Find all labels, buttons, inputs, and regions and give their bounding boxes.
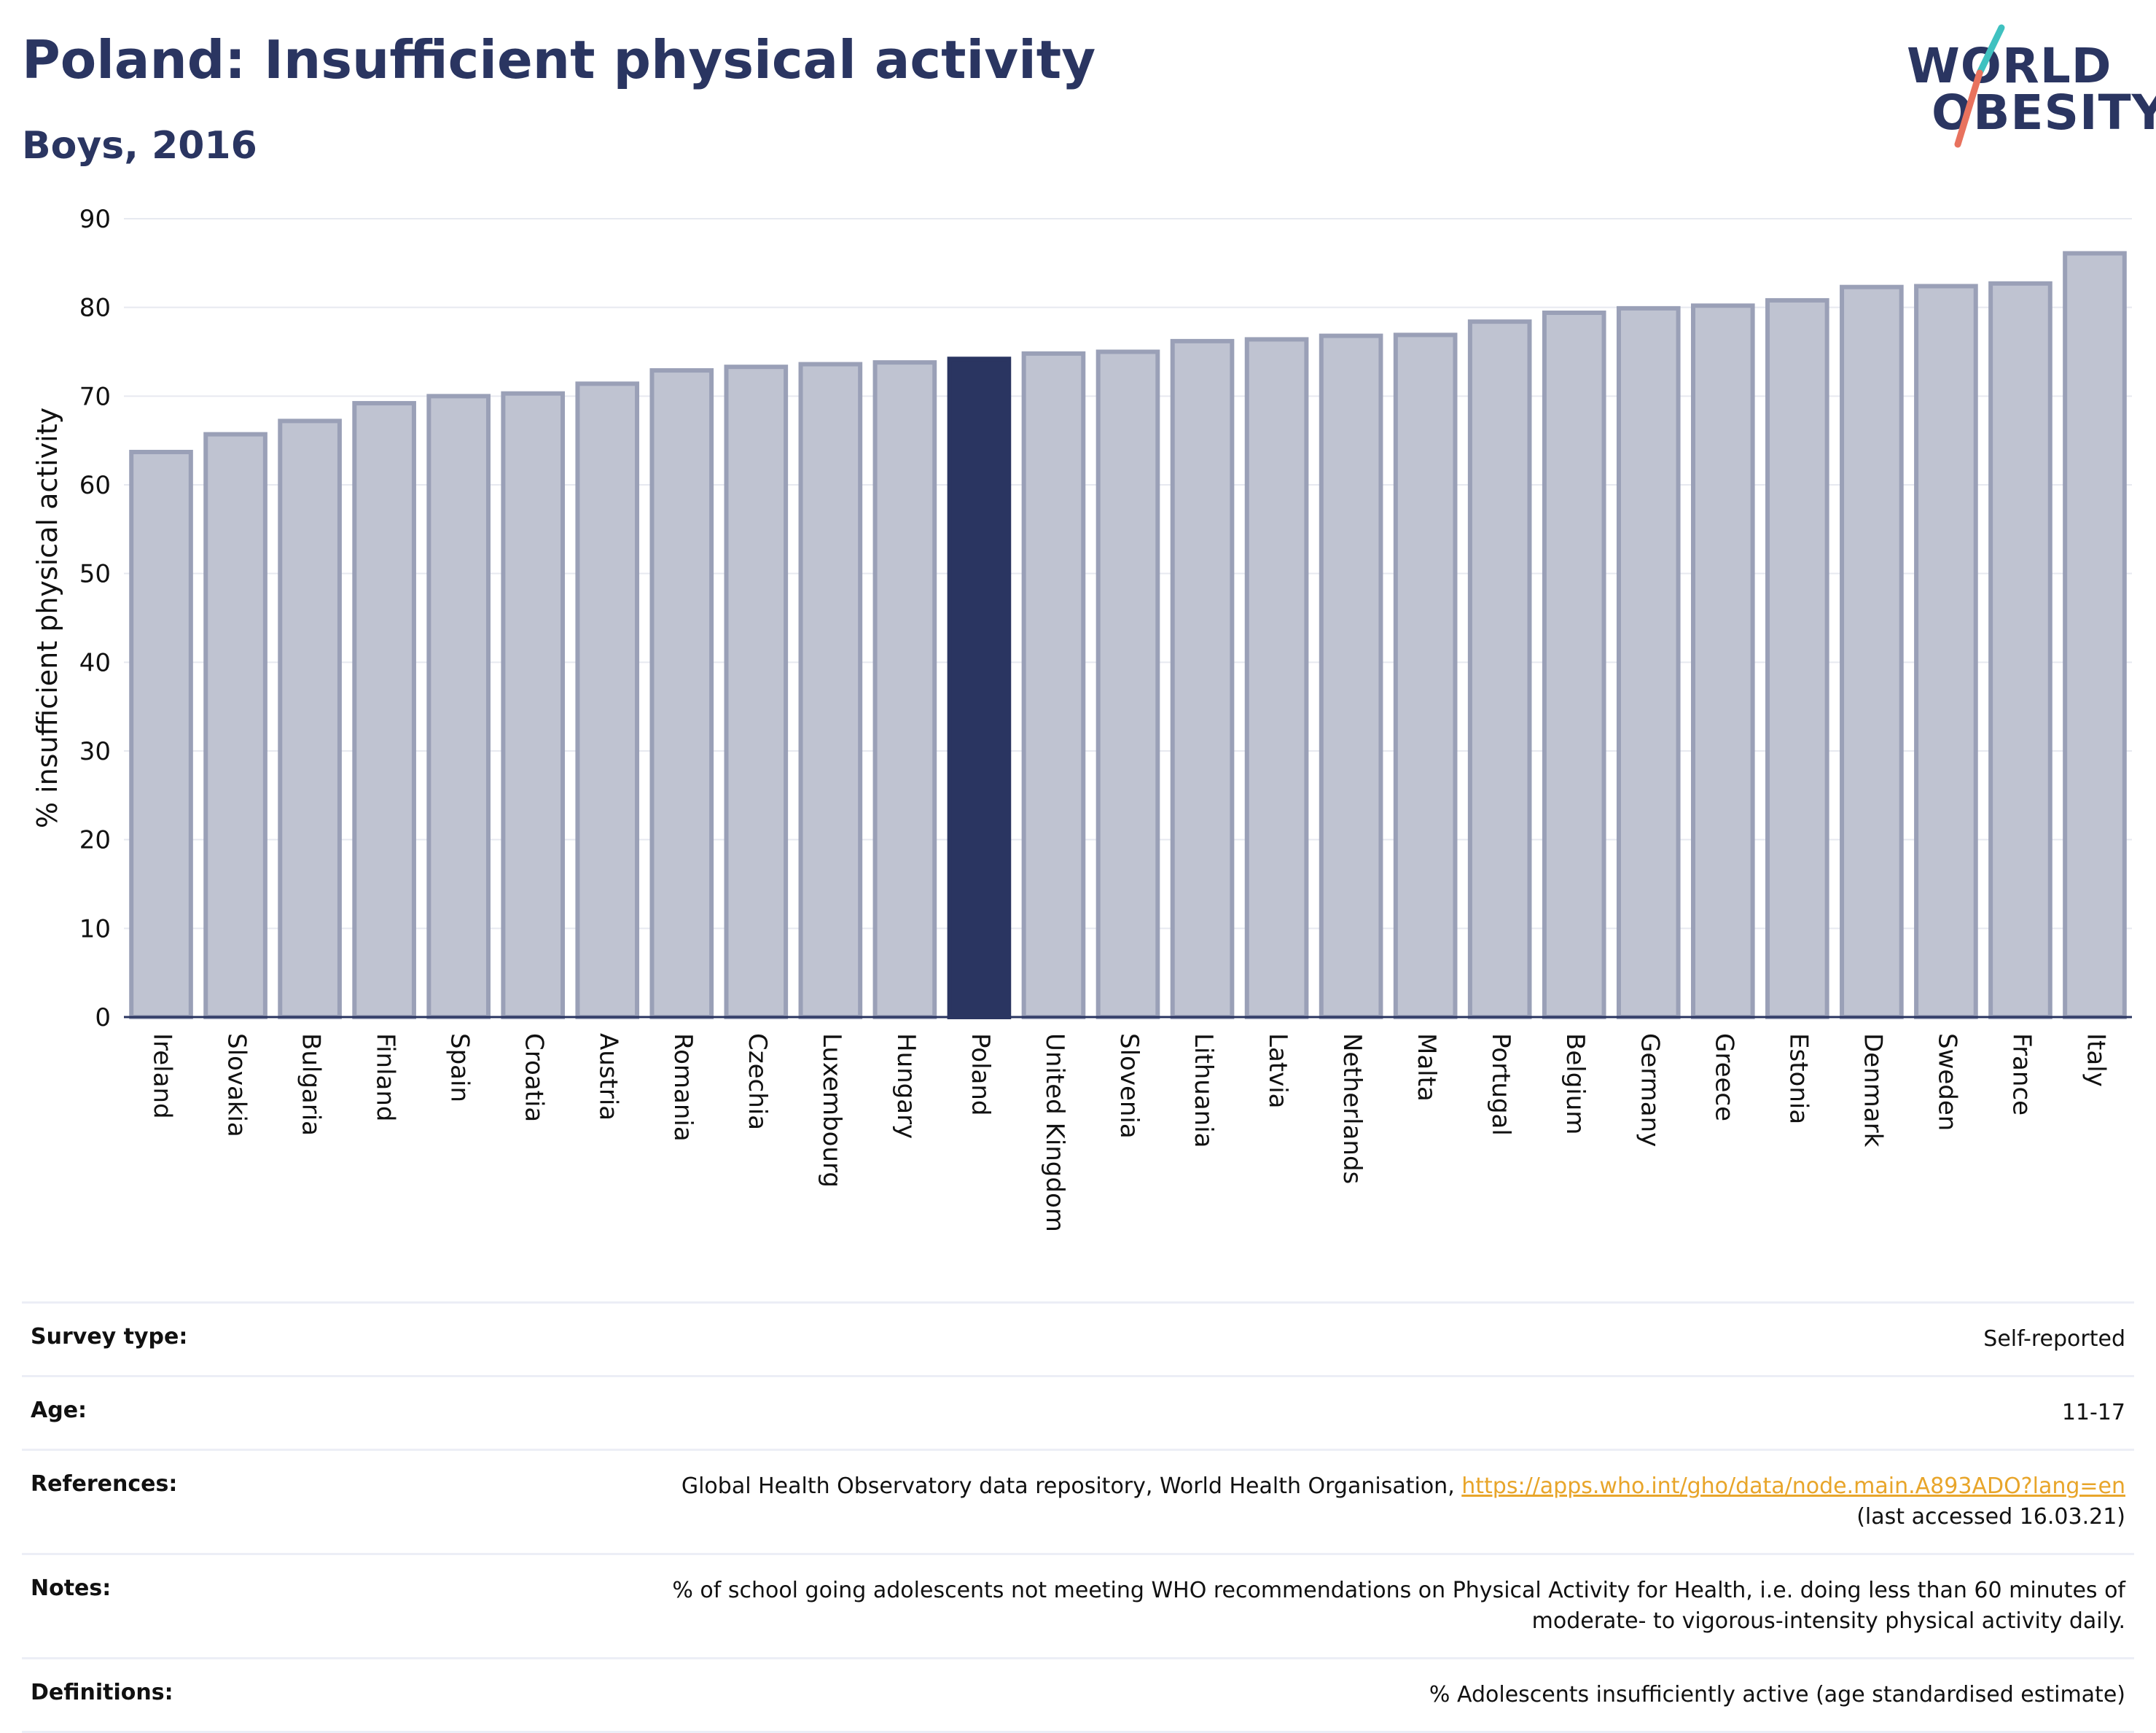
x-tick-label: Estonia [1784, 1033, 1813, 1124]
bar-croatia [501, 391, 566, 1019]
notes-value: % of school going adolescents not meetin… [672, 1576, 2125, 1637]
logo-slash-icon [1954, 24, 2005, 148]
y-tick-label: 40 [79, 648, 111, 677]
y-tick-label: 30 [79, 737, 111, 766]
bar-italy [2063, 251, 2127, 1020]
x-tick-label: Portugal [1486, 1033, 1515, 1136]
bar-france [1988, 281, 2053, 1020]
bar-united-kingdom [1021, 351, 1086, 1019]
x-tick-label: Sweden [1932, 1033, 1961, 1131]
age-row: Age: 11-17 [22, 1375, 2134, 1449]
bar-austria [575, 381, 640, 1019]
bar-greece [1690, 303, 1755, 1019]
logo-line-1: WORLD [1907, 38, 2112, 94]
definitions-row: Definitions: % Adolescents insufficientl… [22, 1657, 2134, 1733]
notes-label: Notes: [31, 1576, 112, 1601]
bar-malta [1393, 332, 1458, 1019]
survey-type-row: Survey type: Self-reported [22, 1301, 2134, 1375]
x-tick-label: France [2007, 1033, 2036, 1115]
references-accessed: (last accessed 16.03.21) [1856, 1504, 2125, 1530]
bar-netherlands [1319, 333, 1383, 1020]
x-tick-label: Italy [2081, 1033, 2110, 1087]
y-tick-label: 80 [79, 294, 111, 323]
references-row: References: Global Health Observatory da… [22, 1449, 2134, 1553]
y-tick-label: 50 [79, 560, 111, 589]
bar-denmark [1840, 284, 1904, 1019]
x-tick-label: Slovakia [222, 1033, 251, 1137]
bar-luxembourg [798, 362, 863, 1020]
notes-line-1: % of school going adolescents not meetin… [672, 1578, 2125, 1603]
bar-estonia [1765, 297, 1829, 1019]
y-tick-label: 20 [79, 826, 111, 855]
x-tick-label: Spain [445, 1033, 474, 1102]
info-table: Survey type: Self-reported Age: 11-17 Re… [22, 1301, 2134, 1733]
x-tick-label: Poland [966, 1033, 995, 1116]
x-tick-label: Belgium [1561, 1033, 1590, 1134]
x-tick-label: Bulgaria [297, 1033, 326, 1136]
bar-hungary [872, 360, 937, 1020]
page-title: Poland: Insufficient physical activity [22, 29, 1096, 90]
y-tick-label: 90 [79, 205, 111, 234]
x-tick-label: Greece [1709, 1033, 1738, 1121]
x-tick-label: United Kingdom [1040, 1033, 1069, 1232]
x-tick-label: Romania [668, 1033, 698, 1142]
bar-ireland [129, 449, 193, 1019]
x-tick-label: Netherlands [1337, 1033, 1367, 1184]
page-subtitle: Boys, 2016 [22, 124, 257, 168]
x-tick-label: Denmark [1858, 1033, 1887, 1148]
x-tick-label: Czechia [743, 1033, 772, 1130]
bar-belgium [1542, 310, 1606, 1019]
bar-slovakia [203, 432, 267, 1019]
x-tick-label: Finland [371, 1033, 400, 1122]
bar-poland [947, 357, 1012, 1019]
survey-type-label: Survey type: [31, 1324, 188, 1350]
bar-latvia [1244, 337, 1309, 1019]
bar-lithuania [1170, 338, 1235, 1019]
x-tick-label: Croatia [520, 1033, 549, 1122]
references-value: Global Health Observatory data repositor… [681, 1471, 2125, 1533]
bar-czechia [724, 365, 789, 1019]
x-tick-label: Malta [1412, 1033, 1441, 1102]
notes-row: Notes: % of school going adolescents not… [22, 1553, 2134, 1657]
x-tick-label: Slovenia [1114, 1033, 1144, 1139]
references-label: References: [31, 1471, 178, 1497]
bar-bulgaria [278, 418, 342, 1019]
bar-chart: 0 10 20 30 40 50 60 70 80 90 % insufficient physic… [31, 205, 2132, 1232]
references-link[interactable]: https://apps.who.int/gho/data/node.main.… [1461, 1473, 2125, 1499]
bar-slovenia [1095, 349, 1160, 1019]
x-tick-label: Austria [594, 1033, 623, 1121]
age-value: 11-17 [2061, 1400, 2125, 1425]
bar-portugal [1467, 319, 1532, 1019]
notes-line-2: moderate- to vigorous-intensity physical… [1531, 1608, 2125, 1634]
bar-germany [1616, 305, 1681, 1019]
x-tick-label: Latvia [1263, 1033, 1292, 1109]
definitions-label: Definitions: [31, 1680, 173, 1705]
x-tick-label: Hungary [891, 1033, 921, 1139]
definitions-value: % Adolescents insufficiently active (age… [1429, 1682, 2125, 1707]
bar-romania [649, 368, 714, 1019]
bar-finland [352, 401, 416, 1020]
bar-sweden [1914, 284, 1978, 1019]
y-tick-label: 70 [79, 382, 111, 411]
x-tick-label: Luxembourg [817, 1033, 846, 1188]
y-tick-label: 60 [79, 471, 111, 500]
x-tick-label: Ireland [148, 1033, 177, 1119]
age-label: Age: [31, 1398, 87, 1423]
y-tick-label: 0 [95, 1003, 111, 1032]
bar-spain [426, 394, 491, 1020]
survey-type-value: Self-reported [1983, 1326, 2125, 1352]
world-obesity-logo: WORLD OBESITY [1895, 22, 2156, 153]
references-text: Global Health Observatory data repositor… [681, 1473, 1462, 1499]
y-axis-label: % insufficient physical activity [31, 408, 63, 828]
x-tick-label: Germany [1635, 1033, 1664, 1147]
x-tick-label: Lithuania [1189, 1033, 1218, 1148]
y-tick-label: 10 [79, 914, 111, 943]
